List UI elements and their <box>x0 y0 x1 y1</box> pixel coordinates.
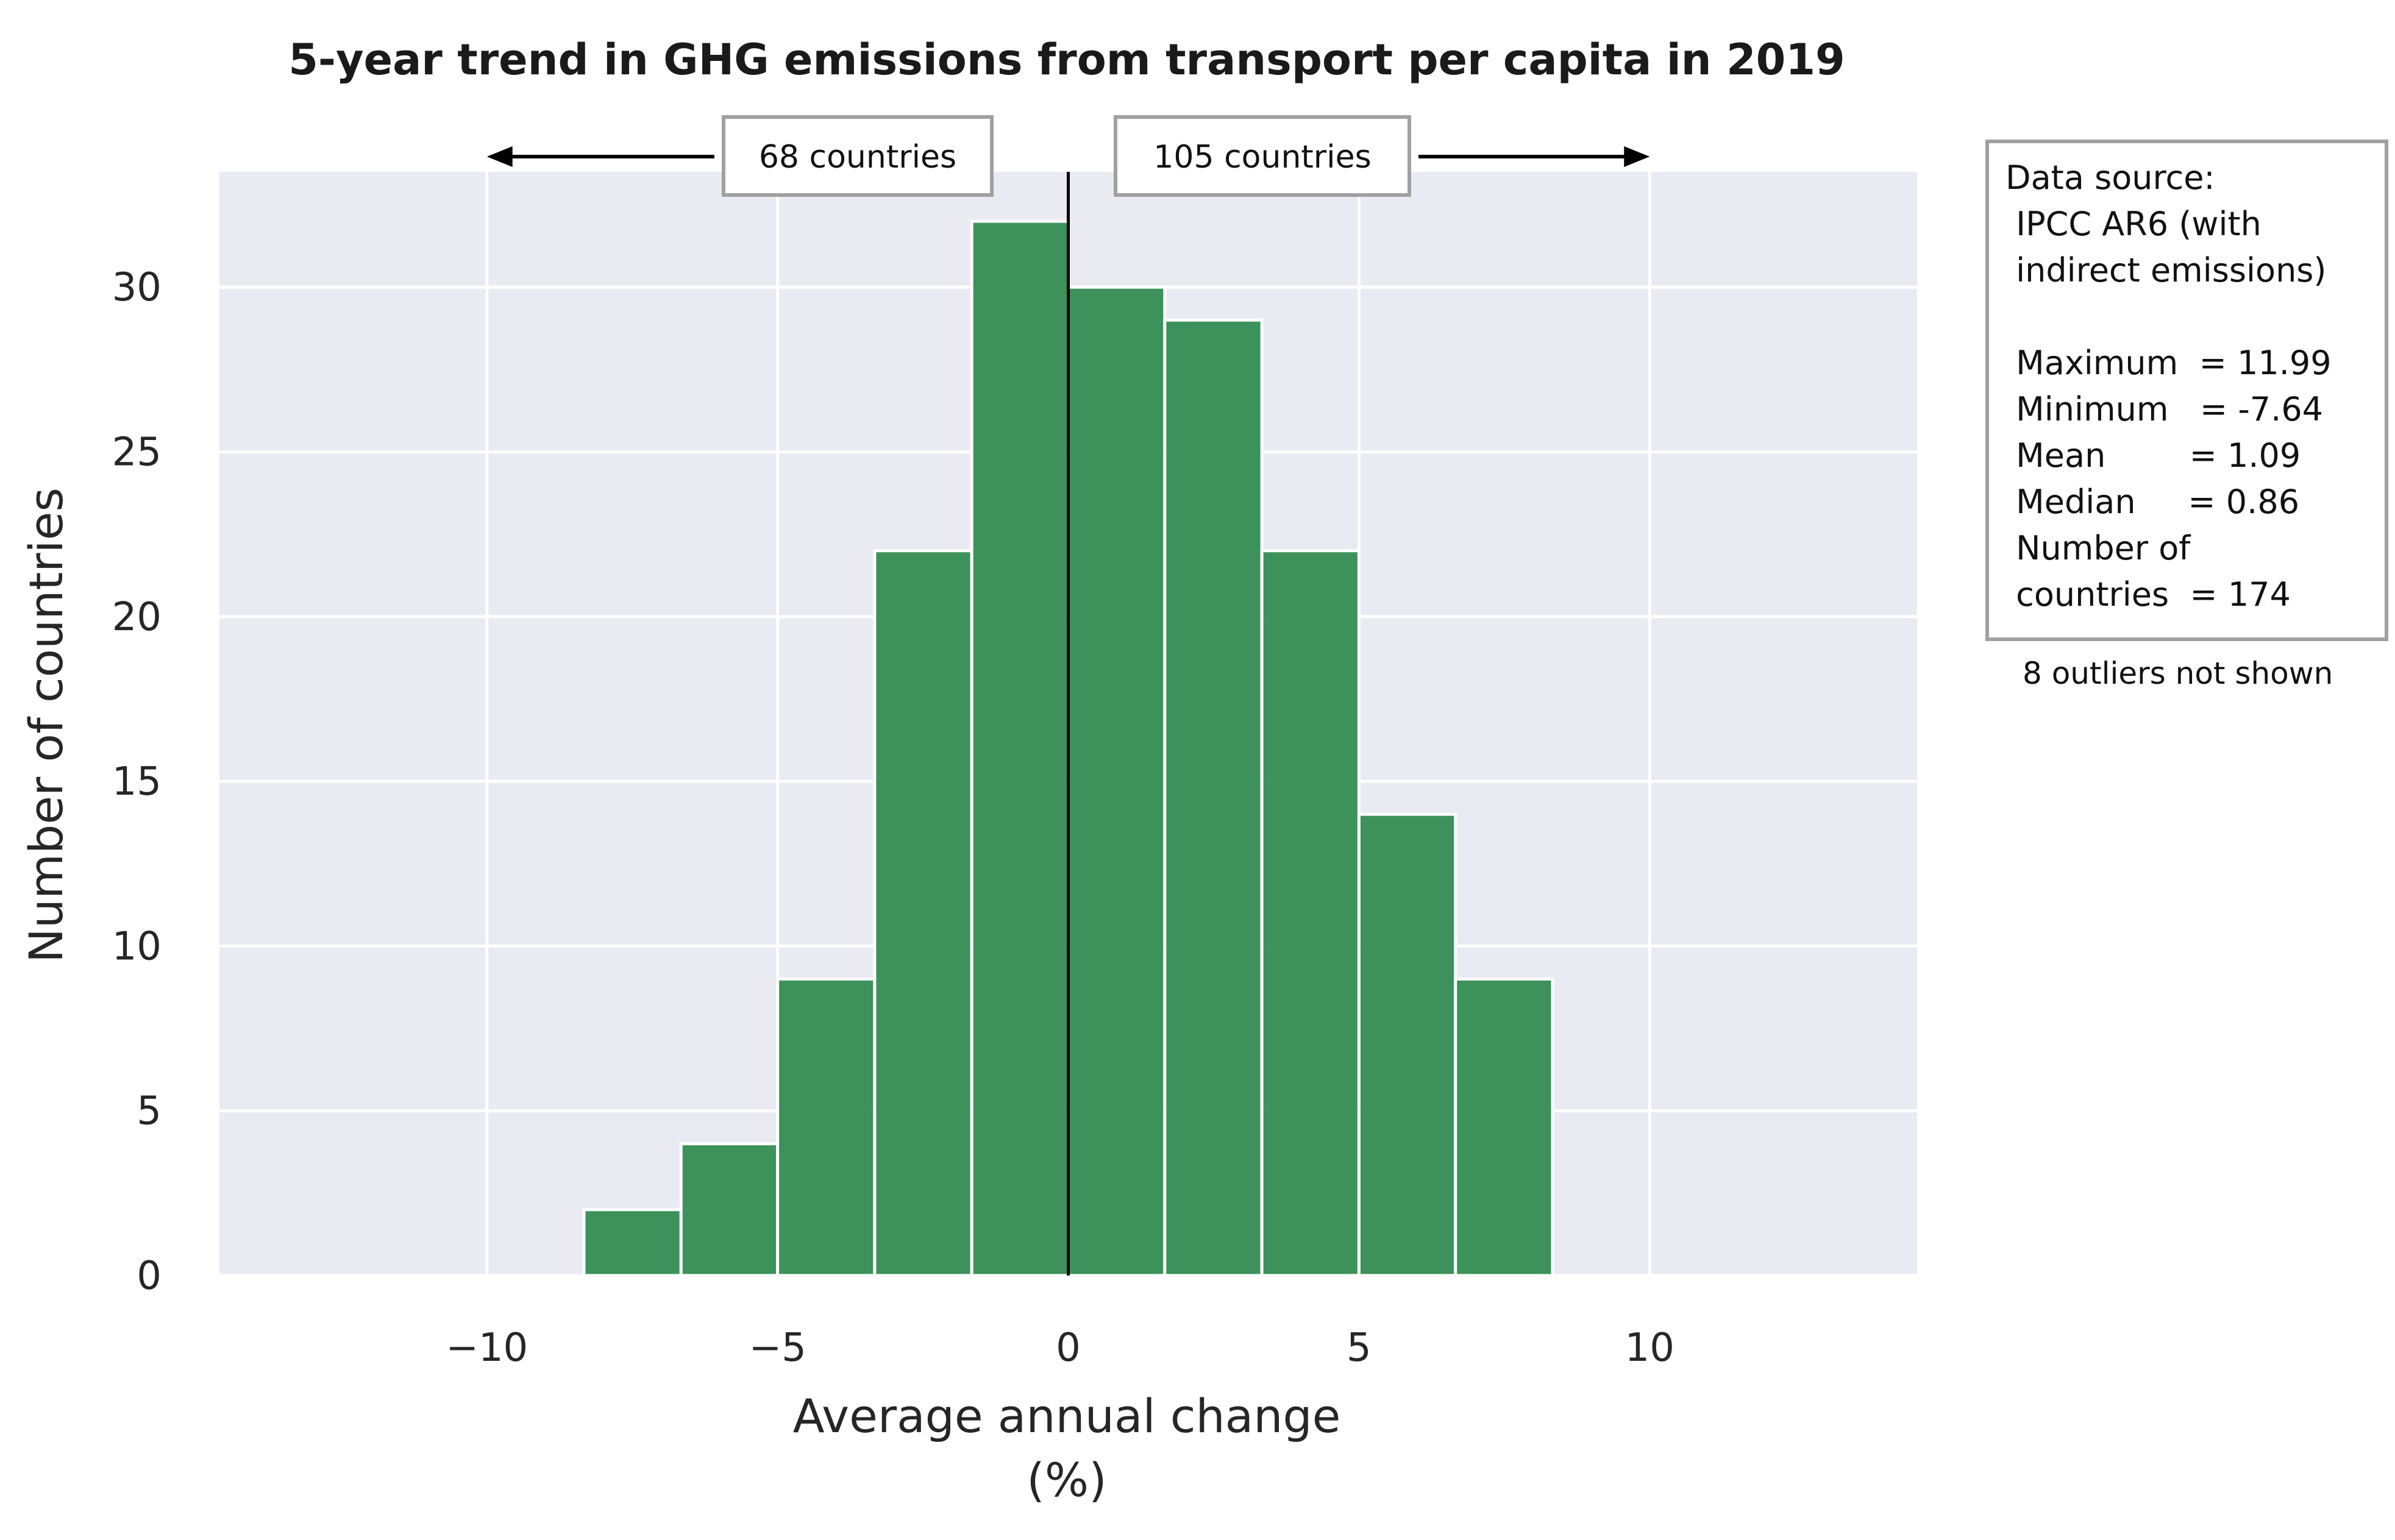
source-line-3: indirect emissions) <box>2005 251 2327 289</box>
source-line-8: Median = 0.86 <box>2005 483 2299 521</box>
data-source-box: Data source: IPCC AR6 (with indirect emi… <box>1985 140 2388 691</box>
source-line-6: Minimum = -7.64 <box>2005 390 2323 428</box>
x-tick-label: −5 <box>749 1325 806 1371</box>
histogram-bar <box>776 977 877 1277</box>
histogram-bar <box>970 219 1070 1277</box>
x-tick-label: 5 <box>1347 1325 1372 1371</box>
right-count-label: 105 countries <box>1153 139 1371 176</box>
left-arrow-head <box>486 146 513 167</box>
x-tick-label: −10 <box>446 1325 528 1371</box>
y-tick-label: 30 <box>112 265 162 310</box>
right-arrow-head <box>1624 146 1650 167</box>
count-annotations: 68 countries 105 countries <box>486 115 1650 197</box>
histogram-bar <box>679 1142 780 1277</box>
x-axis-label-line-2: (%) <box>1027 1453 1107 1507</box>
left-count-label: 68 countries <box>759 139 956 176</box>
y-tick-label: 20 <box>112 595 162 640</box>
source-line-10: countries = 174 <box>2005 575 2291 614</box>
y-tick-label: 15 <box>112 759 162 804</box>
y-tick-label: 25 <box>112 430 162 475</box>
y-tick-label: 10 <box>112 924 162 969</box>
outliers-note: 8 outliers not shown <box>2023 656 2333 691</box>
histogram-bar <box>582 1208 683 1277</box>
axis-ticks: −10 −5 0 5 10 0 5 10 15 20 25 30 <box>112 265 1674 1371</box>
y-tick-label: 0 <box>137 1254 162 1299</box>
histogram-bar <box>873 549 973 1277</box>
x-tick-label: 10 <box>1625 1325 1674 1371</box>
source-line-7: Mean = 1.09 <box>2005 436 2301 475</box>
source-line-9: Number of <box>2005 529 2191 567</box>
source-line-5: Maximum = 11.99 <box>2005 344 2332 382</box>
source-line-2: IPCC AR6 (with <box>2005 205 2262 243</box>
left-count-box <box>722 115 994 197</box>
histogram-bar <box>1357 812 1457 1277</box>
y-tick-label: 5 <box>137 1089 162 1134</box>
chart-title: 5-year trend in GHG emissions from trans… <box>288 35 1845 85</box>
y-axis-label: Number of countries <box>19 488 73 963</box>
right-count-box <box>1114 115 1411 197</box>
histogram-bars <box>582 219 1554 1277</box>
histogram-bar <box>1260 549 1361 1277</box>
data-source-frame <box>1985 140 2388 641</box>
histogram-bar <box>1163 318 1264 1277</box>
x-tick-label: 0 <box>1056 1325 1081 1371</box>
histogram-bar <box>1067 285 1167 1277</box>
source-line-1: Data source: <box>2005 158 2215 197</box>
x-axis-label-line-1: Average annual change <box>793 1389 1341 1443</box>
histogram-bar <box>1454 977 1554 1277</box>
